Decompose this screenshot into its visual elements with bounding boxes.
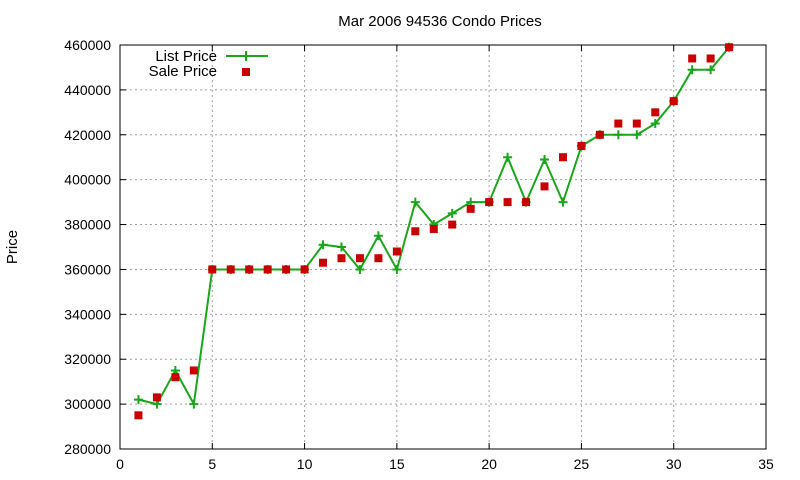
sale-price-point — [558, 153, 567, 162]
legend-label-sale-price: Sale Price — [149, 63, 217, 80]
list-price-point — [373, 231, 383, 241]
list-price-point — [503, 152, 513, 162]
sale-price-point — [226, 265, 235, 274]
sale-price-point — [485, 198, 494, 207]
axis-ticks: 0 5 10 15 20 25 30 35 280000 300000 320000 340000 36… — [64, 37, 774, 472]
sale-price-point — [263, 265, 272, 274]
list-price-point — [687, 65, 697, 75]
sale-price-point — [152, 393, 161, 402]
sale-price-point — [189, 366, 198, 375]
sale-price-point — [134, 411, 143, 420]
sale-price-point — [651, 108, 660, 117]
list-price-point — [613, 130, 623, 140]
sale-price-point — [411, 227, 420, 236]
y-tick-label: 440000 — [64, 82, 111, 98]
series — [133, 42, 734, 420]
sale-price-point — [337, 254, 346, 263]
plot-frame — [119, 44, 767, 450]
y-tick-label: 280000 — [64, 441, 111, 457]
sale-price-point — [392, 247, 401, 256]
list-price-point — [558, 197, 568, 207]
sale-price-point — [374, 254, 383, 263]
y-tick-label: 320000 — [64, 351, 111, 367]
list-price-point — [706, 65, 716, 75]
legend: List Price Sale Price — [149, 48, 268, 80]
sale-price-point — [466, 204, 475, 213]
list-price-point — [447, 208, 457, 218]
y-tick-label: 300000 — [64, 396, 111, 412]
sale-price-point — [595, 130, 604, 139]
list-price-point — [650, 119, 660, 129]
sale-price-point — [688, 54, 697, 63]
list-price-point — [336, 242, 346, 252]
y-tick-label: 400000 — [64, 172, 111, 188]
x-tick-label: 0 — [116, 456, 124, 472]
sale-price-point — [725, 43, 734, 52]
legend-marker-sale-price — [242, 68, 250, 76]
legend-label-list-price: List Price — [155, 48, 217, 65]
x-tick-label: 15 — [389, 456, 405, 472]
x-tick-label: 30 — [666, 456, 682, 472]
sale-price-point — [577, 142, 586, 150]
legend-marker-list-price — [241, 51, 251, 61]
x-tick-label: 25 — [574, 456, 590, 472]
list-price-point — [632, 130, 642, 140]
x-tick-label: 35 — [758, 456, 774, 472]
y-tick-label: 380000 — [64, 217, 111, 233]
y-tick-label: 420000 — [64, 127, 111, 143]
chart-title: Mar 2006 94536 Condo Prices — [338, 13, 541, 30]
y-tick-label: 340000 — [64, 306, 111, 322]
sale-price-point — [503, 198, 512, 207]
sale-price-point — [319, 258, 328, 267]
x-tick-label: 20 — [481, 456, 497, 472]
y-tick-label: 460000 — [64, 37, 111, 53]
sale-price-point — [300, 265, 309, 274]
sale-price-point — [706, 54, 715, 63]
sale-price-point — [540, 182, 549, 191]
list-price-point — [189, 399, 199, 409]
sale-price-point — [355, 254, 364, 263]
x-tick-label: 10 — [297, 456, 313, 472]
sale-price-point — [171, 373, 180, 382]
sale-price-point — [245, 265, 254, 274]
list-price-point — [410, 197, 420, 207]
sale-price-point — [632, 119, 641, 128]
sale-price-point — [614, 119, 623, 128]
sale-price-point — [429, 225, 438, 234]
sale-price-point — [522, 198, 531, 207]
list-price-point — [133, 395, 143, 405]
y-axis-label: Price — [4, 230, 21, 264]
sale-price-point — [208, 265, 217, 274]
sale-price-point — [448, 220, 457, 229]
list-price-point — [355, 264, 365, 274]
y-tick-label: 360000 — [64, 261, 111, 277]
list-price-point — [540, 154, 550, 164]
sale-price-point — [669, 97, 678, 106]
grid — [120, 45, 766, 449]
sale-price-point — [282, 265, 291, 274]
list-price-point — [318, 240, 328, 250]
x-tick-label: 5 — [208, 456, 216, 472]
list-price-point — [392, 264, 402, 274]
